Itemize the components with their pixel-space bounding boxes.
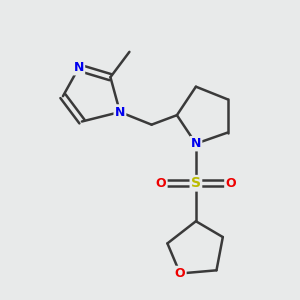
Text: N: N — [74, 61, 84, 74]
Text: S: S — [191, 176, 201, 190]
Text: O: O — [175, 267, 185, 280]
Text: N: N — [115, 106, 125, 118]
Text: N: N — [191, 137, 201, 150]
Text: O: O — [225, 177, 236, 190]
Text: O: O — [156, 177, 167, 190]
